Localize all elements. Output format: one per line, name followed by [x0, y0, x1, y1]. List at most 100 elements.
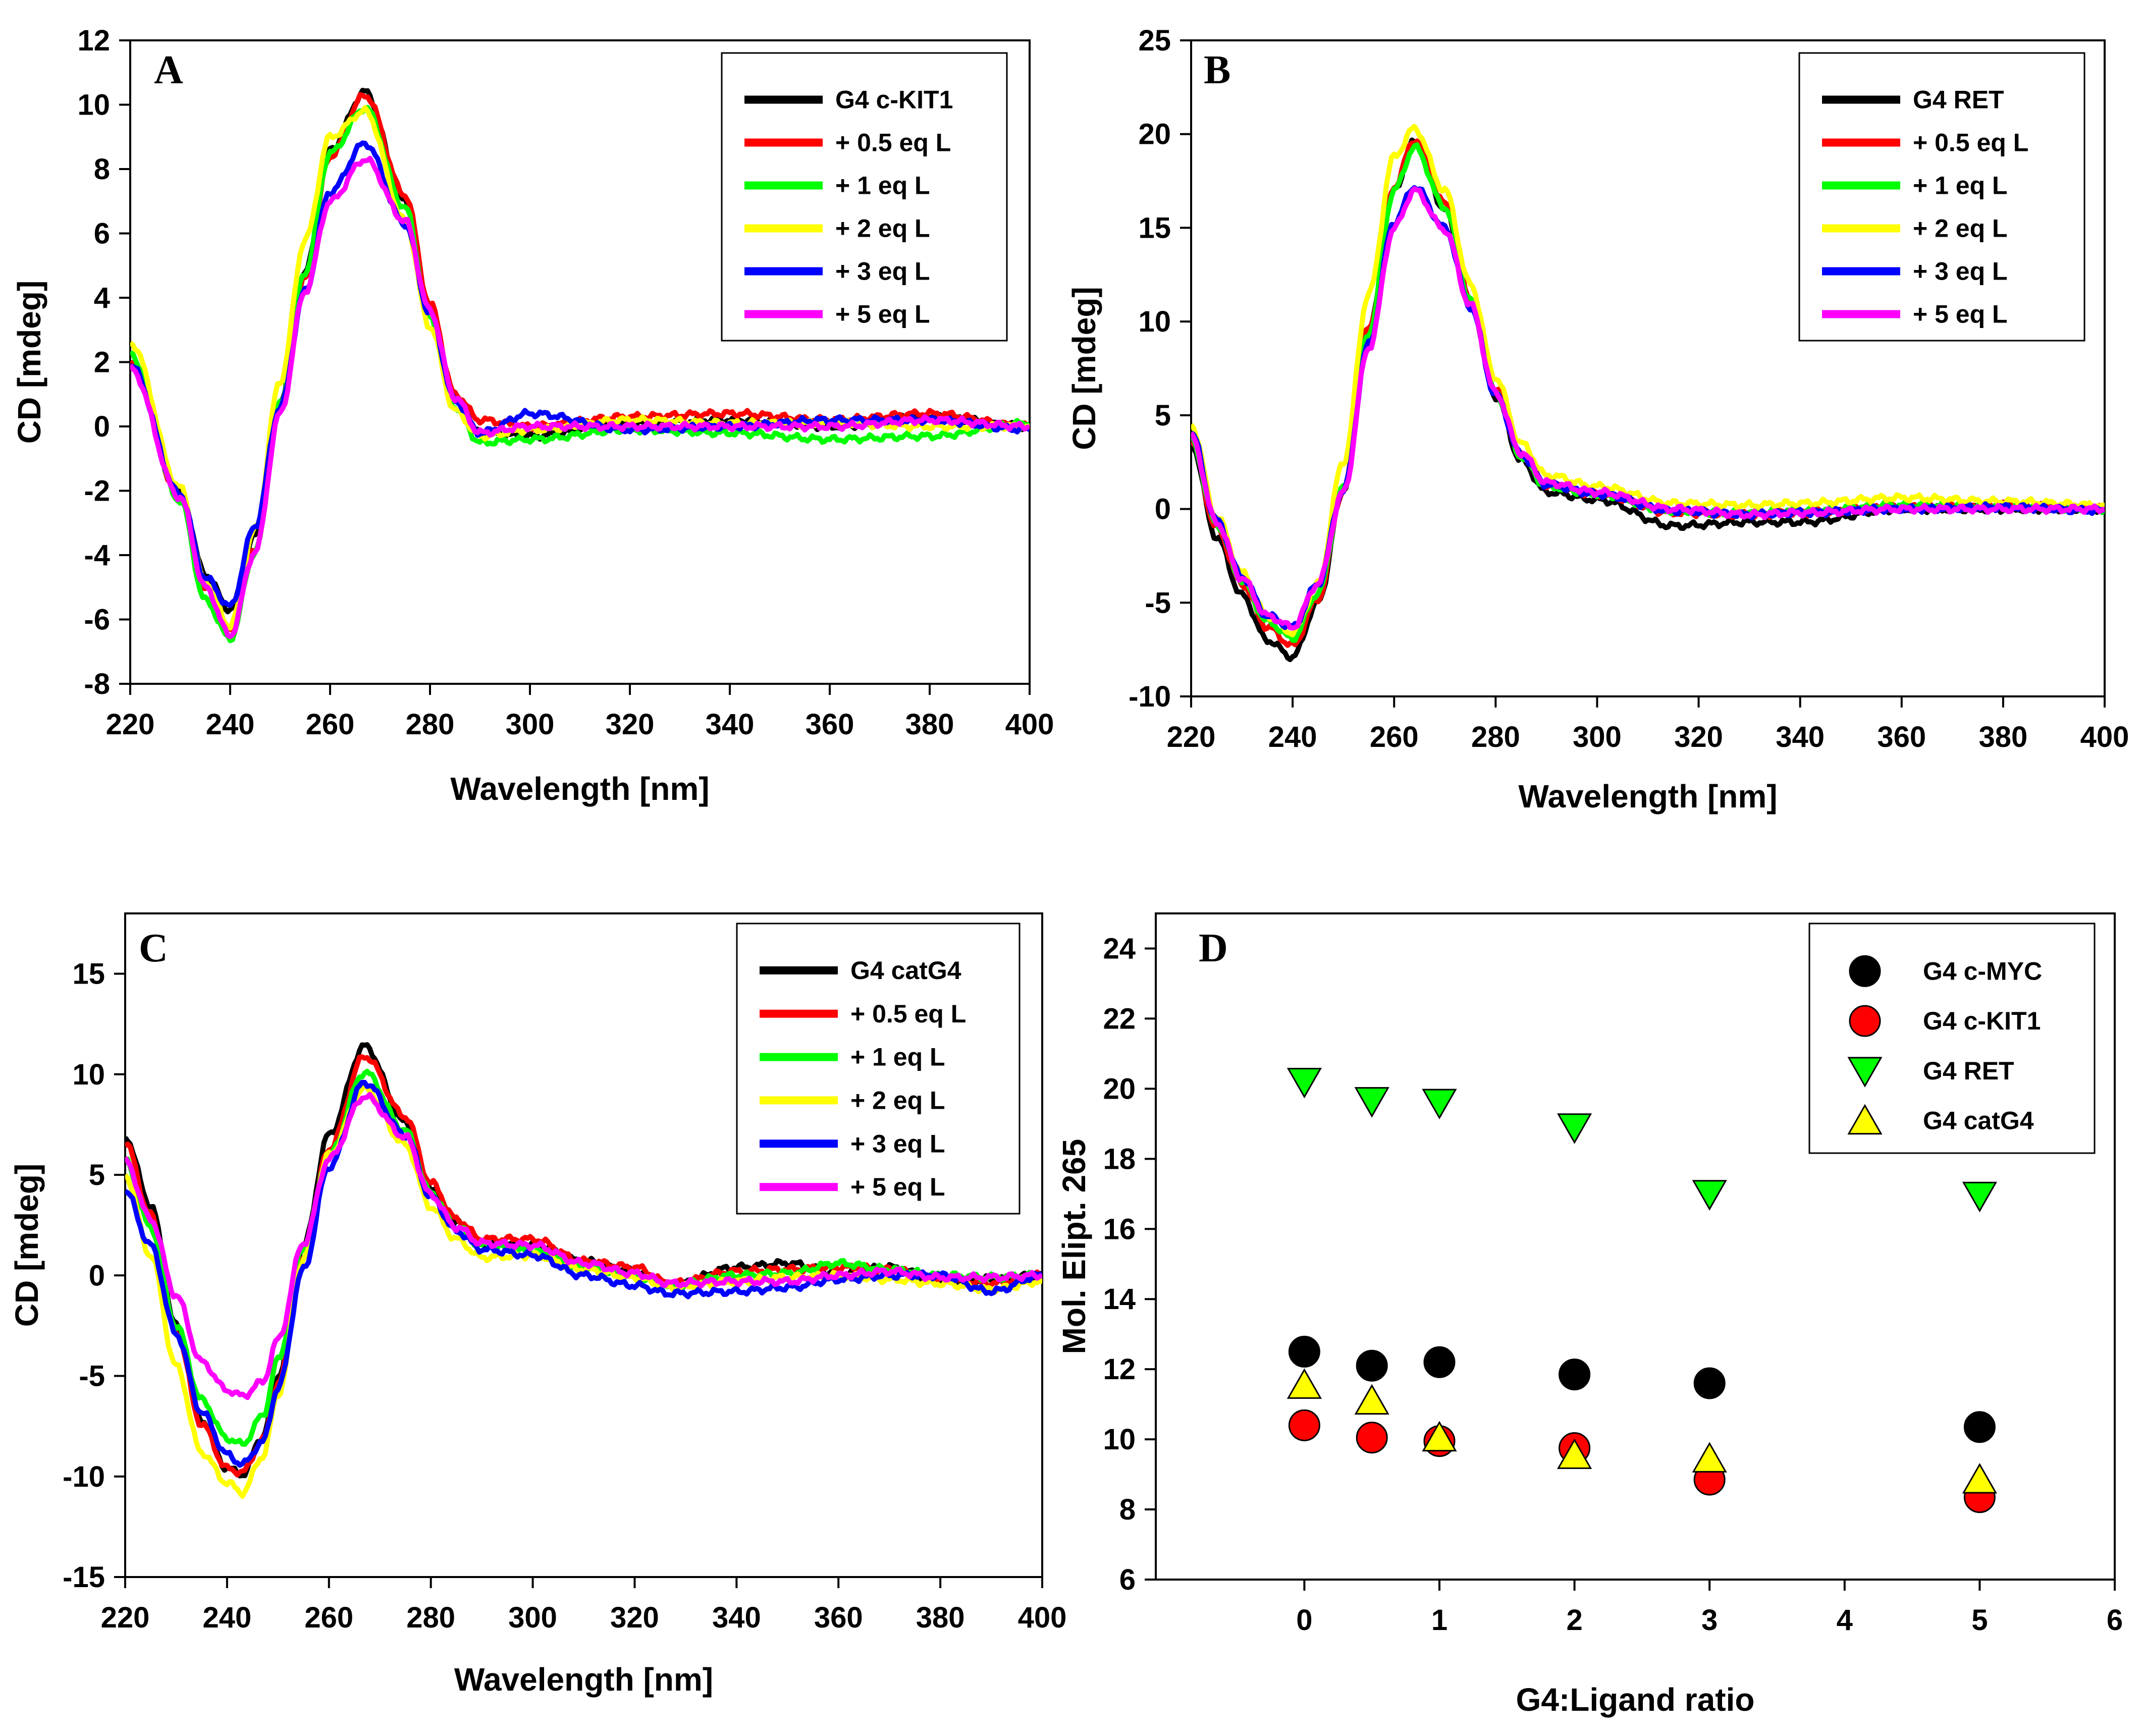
x-tick-label: 400 [1018, 1601, 1067, 1634]
legend-label: G4 c-MYC [1923, 957, 2042, 985]
y-tick-label: -15 [63, 1561, 105, 1594]
data-point [1962, 1181, 1997, 1213]
legend-label: + 2 eq L [850, 1086, 945, 1114]
panel-letter: C [139, 926, 168, 970]
legend-label: + 3 eq L [835, 257, 930, 286]
y-tick-label: -2 [84, 475, 110, 508]
data-point [1962, 1462, 1997, 1494]
data-point [1692, 1442, 1727, 1473]
panel-letter: D [1199, 926, 1228, 970]
x-tick-label: 360 [1877, 721, 1926, 753]
x-tick-label: 0 [1296, 1604, 1312, 1637]
x-tick-label: 240 [202, 1601, 251, 1634]
data-point [1423, 1346, 1456, 1378]
x-tick-label: 400 [1005, 708, 1054, 741]
y-tick-label: 6 [1119, 1563, 1136, 1596]
y-tick-label: 15 [1138, 211, 1171, 244]
x-tick-label: 380 [916, 1601, 965, 1634]
x-tick-label: 260 [306, 708, 355, 741]
plot-frame [1190, 39, 2106, 697]
x-tick-label: 2 [1566, 1604, 1582, 1637]
legend-marker [1847, 1104, 1883, 1135]
plot-frame [1155, 912, 2116, 1581]
legend-label: + 3 eq L [1913, 257, 2008, 286]
legend-label: + 1 eq L [835, 172, 930, 200]
data-point [1422, 1421, 1457, 1452]
y-tick-label: -4 [84, 539, 110, 572]
y-tick-label: 14 [1103, 1283, 1136, 1316]
y-tick-label: 10 [72, 1058, 105, 1091]
x-tick-label: 380 [1978, 721, 2027, 753]
panel-A: 220 240 260 280 300 320 340 360 380 400 -8 -6 -4 -2 0 2… [11, 24, 1054, 807]
legend-label: + 2 eq L [835, 214, 930, 243]
data-point [1288, 1335, 1320, 1368]
y-axis-label: CD [mdeg] [1066, 287, 1102, 450]
y-tick-label: -10 [1129, 680, 1171, 713]
legend-label: + 0.5 eq L [835, 129, 951, 157]
legend-label: G4 RET [1923, 1057, 2014, 1085]
x-tick-label: 360 [806, 708, 854, 741]
series-line [125, 1092, 1042, 1400]
y-tick-label: 10 [77, 89, 110, 122]
panel-letter: A [154, 48, 183, 92]
x-axis-label: G4:Ligand ratio [1516, 1681, 1755, 1718]
y-tick-label: 25 [1138, 24, 1171, 57]
x-tick-label: 340 [706, 708, 755, 741]
y-tick-label: -10 [63, 1460, 105, 1493]
y-tick-label: 20 [1103, 1072, 1136, 1105]
x-tick-label: 360 [814, 1601, 863, 1634]
data-point [1287, 1067, 1322, 1099]
x-tick-label: 260 [304, 1601, 353, 1634]
x-tick-label: 220 [106, 708, 155, 741]
y-tick-label: 0 [94, 410, 110, 443]
legend-marker [1847, 1057, 1883, 1088]
y-tick-label: 0 [1155, 493, 1171, 526]
x-tick-label: 220 [101, 1601, 150, 1634]
data-point [1287, 1368, 1322, 1399]
plot-frame [124, 912, 1043, 1578]
data-point [1692, 1180, 1727, 1211]
x-tick-label: 340 [1776, 721, 1825, 753]
x-tick-label: 280 [406, 1601, 455, 1634]
data-point [1557, 1113, 1592, 1144]
series-line [130, 104, 1030, 643]
y-tick-label: 10 [1103, 1423, 1136, 1456]
legend-label: + 0.5 eq L [1913, 129, 2028, 157]
x-tick-label: 5 [1971, 1604, 1988, 1637]
x-tick-label: 6 [2107, 1604, 2123, 1637]
x-tick-label: 280 [406, 708, 455, 741]
x-tick-label: 300 [506, 708, 555, 741]
panel-letter: B [1204, 48, 1230, 92]
data-point [1356, 1422, 1388, 1454]
y-tick-label: 16 [1103, 1213, 1136, 1245]
x-tick-label: 300 [1573, 721, 1622, 753]
y-tick-label: 18 [1103, 1143, 1136, 1175]
x-tick-label: 380 [905, 708, 954, 741]
y-tick-label: -5 [1145, 586, 1171, 619]
legend-label: + 5 eq L [850, 1173, 945, 1201]
legend-label: + 3 eq L [850, 1129, 945, 1158]
data-point [1356, 1349, 1388, 1382]
legend-label: G4 catG4 [850, 956, 961, 985]
y-tick-label: 4 [94, 282, 110, 314]
y-tick-label: 22 [1103, 1002, 1136, 1035]
x-tick-label: 240 [206, 708, 255, 741]
legend-marker [1849, 955, 1881, 987]
x-tick-label: 320 [610, 1601, 659, 1634]
legend-marker [1849, 1005, 1881, 1037]
y-tick-label: 12 [77, 24, 110, 57]
y-tick-label: 24 [1103, 932, 1136, 965]
y-tick-label: 8 [94, 153, 110, 186]
x-tick-label: 3 [1701, 1604, 1718, 1637]
y-tick-label: 5 [1155, 399, 1171, 432]
x-tick-label: 340 [712, 1601, 761, 1634]
data-point [1693, 1367, 1726, 1399]
series-line [130, 155, 1030, 639]
y-tick-label: 10 [1138, 305, 1171, 338]
y-tick-label: -5 [79, 1360, 105, 1393]
data-point [1559, 1359, 1591, 1391]
legend-label: + 2 eq L [1913, 214, 2008, 243]
panel-C: 220 240 260 280 300 320 340 360 380 400 -15 -10 -5 0 5… [9, 912, 1067, 1698]
x-tick-label: 320 [1674, 721, 1723, 753]
